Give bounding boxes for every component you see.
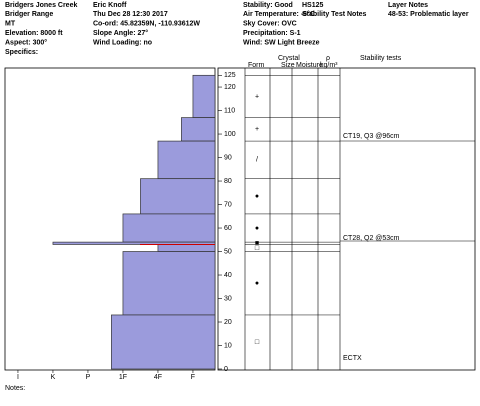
- hardness-bar: [52, 241, 216, 245]
- header-field: Eric Knoff: [93, 2, 127, 9]
- x-tick-label: F: [191, 374, 195, 381]
- y-tick-label: 30: [224, 295, 232, 302]
- hardness-bar: [181, 117, 216, 142]
- hardness-bar: [140, 178, 216, 215]
- hardness-bar: [157, 140, 216, 180]
- y-tick-label: 40: [224, 272, 232, 279]
- col-header: Stability tests: [360, 55, 402, 62]
- header-field: Sky Cover: OVC: [243, 21, 297, 28]
- col-header: Form: [248, 62, 265, 69]
- column-lines: [244, 68, 341, 370]
- y-tick-label: 20: [224, 319, 232, 326]
- y-tick-label: 110: [224, 107, 235, 114]
- header-field: 48-53: Problematic layer: [388, 11, 469, 18]
- grain-form: ●: [255, 280, 259, 287]
- stability-test: CT19, Q3 @96cm: [343, 133, 400, 140]
- y-tick-label: 60: [224, 225, 232, 232]
- header-field: Precipitation: S-1: [243, 30, 301, 37]
- grain-form: ●: [255, 225, 259, 232]
- header-field: MT: [5, 21, 16, 28]
- grain-form: □: [255, 245, 260, 252]
- header-field: Stability: Good: [243, 2, 293, 9]
- grain-form: +: [255, 93, 259, 100]
- x-tick-label: P: [86, 374, 91, 381]
- y-tick-label: 50: [224, 248, 232, 255]
- y-tick-label: 70: [224, 201, 232, 208]
- header-field: Layer Notes: [388, 2, 428, 9]
- header-field: HS125: [302, 2, 324, 9]
- y-tick-label: 100: [224, 131, 236, 138]
- col-header: kg/m³: [320, 62, 338, 69]
- col-header: Crystal: [278, 55, 300, 62]
- hardness-bar: [122, 213, 216, 243]
- col-header: Size: [281, 62, 295, 69]
- grain-form: /: [256, 157, 258, 164]
- header-field: Slope Angle: 27°: [93, 29, 148, 37]
- y-tick-label: 0: [224, 366, 228, 373]
- hardness-bar: [122, 251, 216, 316]
- grain-form: □: [255, 339, 260, 346]
- y-tick-label: 90: [224, 154, 232, 161]
- header-field: Wind: SW Light Breeze: [243, 39, 320, 46]
- y-tick-label: 10: [224, 342, 232, 349]
- table-frame: [217, 67, 476, 371]
- header-field: Wind Loading: no: [93, 39, 152, 46]
- x-tick-label: I: [17, 374, 19, 381]
- x-tick-label: K: [51, 374, 56, 381]
- y-tick-label: 125: [224, 72, 236, 79]
- grain-form: ■: [255, 240, 259, 247]
- y-tick-label: 120: [224, 84, 236, 91]
- header-field: Aspect: 300°: [5, 38, 47, 46]
- header-field: Air Temperature: -6°C: [243, 10, 315, 18]
- notes: Notes:: [5, 385, 25, 392]
- col-header: ρ: [326, 55, 330, 62]
- header-field: Bridger Range: [5, 11, 53, 18]
- col-header: Moisture: [296, 62, 323, 69]
- stability-test: ECTX: [343, 355, 362, 362]
- header-field: Thu Dec 28 12:30 2017: [93, 11, 168, 18]
- hardness-bar: [157, 244, 216, 252]
- header-field: Stability Test Notes: [302, 11, 367, 18]
- y-tick-label: 80: [224, 178, 232, 185]
- header-field: Co-ord: 45.82359N, -110.93612W: [93, 21, 200, 28]
- x-tick-label: 1F: [119, 374, 127, 381]
- x-tick-label: 4F: [154, 374, 162, 381]
- grain-form: +: [255, 126, 259, 133]
- header-field: Bridgers Jones Creek: [5, 2, 77, 9]
- grain-form: ●: [255, 193, 259, 200]
- hardness-bar: [192, 74, 216, 118]
- stability-test: CT28, Q2 @53cm: [343, 235, 400, 242]
- header-field: Elevation: 8000 ft: [5, 30, 63, 37]
- header-field: Specifics:: [5, 49, 38, 56]
- hardness-bar: [111, 314, 216, 370]
